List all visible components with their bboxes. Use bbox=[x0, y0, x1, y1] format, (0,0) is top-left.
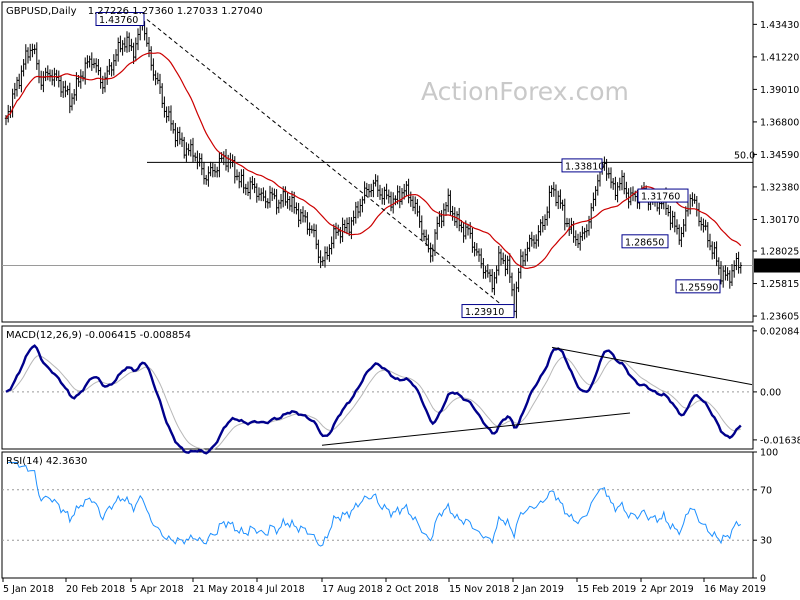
x-tick-label: 16 May 2019 bbox=[704, 584, 766, 595]
price-tick-label: 1.43430 bbox=[760, 20, 799, 31]
price-grid: 50.0 bbox=[2, 150, 755, 267]
downtrend-line bbox=[146, 19, 511, 312]
watermark: ActionForex.com bbox=[421, 77, 629, 106]
x-axis: 5 Jan 2018 20 Feb 2018 5 Apr 2018 21 May 20… bbox=[2, 578, 766, 595]
price-annotations: 1.43760 1.33810 1.31760 1.28650 1.25590 1.239… bbox=[95, 12, 721, 319]
price-tick-label: 1.39010 bbox=[760, 85, 799, 96]
x-tick-label: 20 Feb 2018 bbox=[66, 584, 125, 595]
x-tick-label: 15 Feb 2019 bbox=[577, 584, 636, 595]
rsi-panel-frame bbox=[1, 451, 754, 579]
price-annotation-box bbox=[95, 12, 145, 27]
price-annotation-box bbox=[675, 279, 721, 294]
price-bars bbox=[4, 14, 742, 319]
rsi-tick-label: 30 bbox=[760, 536, 772, 547]
price-annotation: 1.31760 bbox=[637, 188, 689, 203]
price-annotation-box bbox=[561, 158, 603, 173]
price-tick-label: 1.34590 bbox=[760, 150, 799, 161]
price-annotation-box bbox=[621, 234, 669, 249]
price-annotation-box bbox=[637, 188, 689, 203]
rsi-axis: 100 70 30 0 bbox=[753, 448, 778, 585]
x-tick-label: 5 Apr 2018 bbox=[131, 584, 184, 595]
macd-resistance-line bbox=[551, 346, 753, 386]
x-tick-label: 2 Jan 2019 bbox=[513, 584, 564, 595]
price-annotation: 1.25590 bbox=[675, 279, 721, 294]
price-tick-label: 1.41220 bbox=[760, 52, 799, 63]
current-price-box bbox=[754, 258, 800, 273]
price-tick-label: 1.30170 bbox=[760, 215, 799, 226]
price-tick-label: 1.32380 bbox=[760, 182, 799, 193]
price-tick-label: 1.23605 bbox=[760, 312, 799, 323]
rsi-tick-label: 100 bbox=[760, 448, 778, 459]
price-annotation: 1.28650 bbox=[621, 234, 669, 249]
moving-average-line bbox=[5, 52, 742, 270]
x-tick-label: 21 May 2018 bbox=[193, 584, 255, 595]
rsi-tick-label: 0 bbox=[760, 574, 766, 585]
price-annotation: 1.43760 bbox=[95, 12, 145, 27]
x-tick-label: 2 Oct 2018 bbox=[386, 584, 439, 595]
price-axis: 1.43430 1.41220 1.39010 1.36800 1.34590 1.323… bbox=[753, 20, 800, 323]
macd-trend-lines bbox=[321, 346, 753, 446]
macd-title: MACD(12,26,9) -0.006415 -0.008854 bbox=[6, 330, 191, 341]
price-tick-label: 1.25815 bbox=[760, 279, 799, 290]
price-annotation-label: 1.25590 bbox=[679, 282, 718, 293]
price-annotation-label: 1.43760 bbox=[99, 15, 138, 26]
price-annotation: 1.33810 bbox=[561, 158, 604, 173]
current-price-label: 1.27040 bbox=[758, 261, 797, 272]
price-annotation: 1.23910 bbox=[461, 304, 515, 319]
macd-panel-frame bbox=[1, 325, 754, 450]
x-tick-label: 4 Jul 2018 bbox=[257, 584, 305, 595]
rsi-tick-label: 70 bbox=[760, 485, 772, 496]
price-tick-label: 1.36800 bbox=[760, 117, 799, 128]
rsi-title: RSI(14) 42.3630 bbox=[6, 456, 87, 467]
price-title: GBPUSD,Daily 1.27226 1.27360 1.27033 1.2… bbox=[6, 6, 263, 17]
macd-tick-label: 0.020848 bbox=[760, 326, 800, 337]
price-annotation-label: 1.23910 bbox=[465, 307, 504, 318]
macd-support-line bbox=[321, 412, 631, 446]
fib-50-level-label: 50.0 bbox=[734, 150, 755, 161]
price-annotation-label: 1.28650 bbox=[625, 237, 664, 248]
ohlc-header: 1.27226 1.27360 1.27033 1.27040 bbox=[88, 6, 263, 17]
price-annotation-label: 1.33810 bbox=[565, 161, 604, 172]
price-tick-label: 1.28025 bbox=[760, 247, 799, 258]
macd-tick-label: 0.00 bbox=[760, 387, 781, 398]
symbol-title: GBPUSD,Daily bbox=[6, 6, 77, 17]
macd-tick-label: -0.016389 bbox=[760, 435, 800, 446]
macd-line bbox=[5, 344, 742, 455]
price-annotation-label: 1.31760 bbox=[641, 192, 680, 203]
x-tick-label: 15 Nov 2018 bbox=[449, 584, 510, 595]
price-trend-lines bbox=[146, 19, 511, 312]
rsi-line bbox=[8, 462, 742, 547]
x-tick-label: 2 Apr 2019 bbox=[641, 584, 694, 595]
rsi-grid bbox=[2, 489, 753, 541]
price-annotation-box bbox=[461, 304, 515, 319]
x-tick-label: 17 Aug 2018 bbox=[322, 584, 383, 595]
x-tick-label: 5 Jan 2018 bbox=[3, 584, 54, 595]
macd-axis: 0.020848 0.00 -0.016389 bbox=[753, 326, 800, 446]
